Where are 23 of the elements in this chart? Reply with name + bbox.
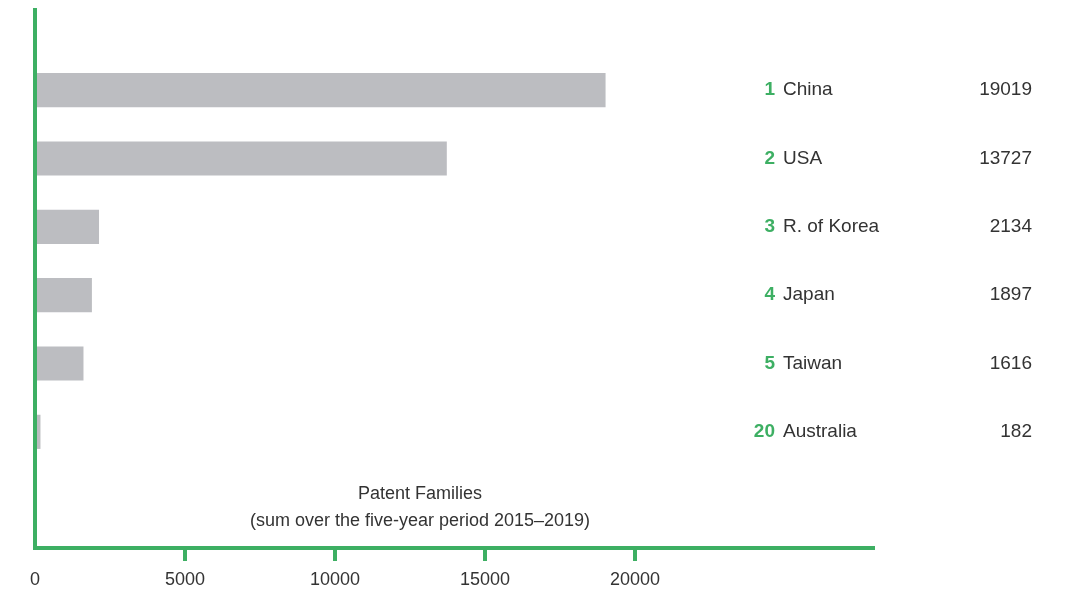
- data-label: 19019: [979, 78, 1032, 100]
- y-tick-label: 3 R. of Korea: [764, 215, 880, 237]
- data-label: 182: [1000, 420, 1032, 442]
- y-tick-label: 1 China: [764, 78, 834, 100]
- bar: [35, 141, 447, 176]
- data-label: 1897: [989, 283, 1032, 305]
- y-tick-label: 5 Taiwan: [764, 351, 843, 373]
- y-tick-label: 4 Japan: [764, 283, 835, 305]
- x-tick-label: 5000: [164, 568, 206, 589]
- x-tick-label: 20000: [609, 568, 661, 589]
- x-tick-label: 0: [29, 568, 41, 589]
- data-label: 13727: [979, 146, 1032, 168]
- bar: [35, 278, 92, 313]
- bar: [35, 73, 606, 108]
- bar: [35, 346, 84, 381]
- y-tick-label: 2 USA: [764, 146, 823, 168]
- bar: [35, 209, 100, 244]
- x-tick-label: 10000: [309, 568, 361, 589]
- data-label: 2134: [989, 215, 1033, 237]
- x-tick-label: 15000: [459, 568, 511, 589]
- x-axis-title: Patent Families (sum over the five-year period 2015–2019): [249, 482, 591, 530]
- y-tick-label: 20 Australia: [753, 420, 858, 442]
- data-label: 1616: [989, 351, 1032, 373]
